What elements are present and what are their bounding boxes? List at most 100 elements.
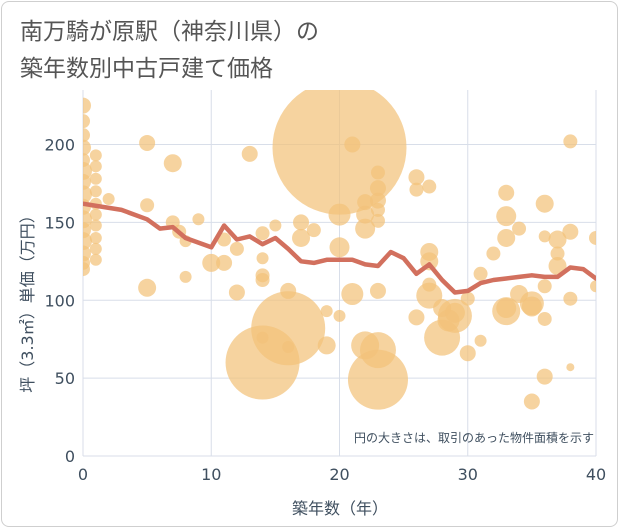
bubble-point: [356, 205, 375, 224]
bubble-point: [102, 193, 115, 206]
bubble-point: [548, 230, 567, 249]
bubble-point: [83, 262, 90, 277]
bubble-point: [538, 230, 551, 243]
bubble-point: [138, 278, 157, 297]
x-tick-label: 40: [586, 465, 606, 484]
bubble-point: [341, 283, 364, 306]
bubble-point: [292, 228, 311, 247]
bubble-point: [217, 232, 232, 247]
bubble-point: [140, 198, 155, 213]
y-tick-label: 0: [65, 447, 75, 466]
bubble-point: [272, 90, 407, 215]
bubble-point: [89, 242, 102, 255]
bubble-point: [537, 279, 552, 294]
bubble-point: [473, 266, 488, 281]
x-tick-label: 0: [78, 465, 88, 484]
bubble-point: [370, 213, 385, 228]
x-tick-label: 30: [458, 465, 478, 484]
bubble-point: [422, 179, 437, 194]
bubble-point: [89, 160, 102, 173]
bubble-point: [566, 363, 575, 372]
bubble-point: [89, 149, 102, 162]
bubble-point: [255, 273, 270, 288]
bubble-point: [550, 246, 565, 261]
bubble-point: [496, 298, 517, 319]
bubble-point: [370, 165, 385, 180]
bubble-point: [408, 169, 425, 186]
bubble-point: [562, 223, 579, 240]
bubble-point: [83, 153, 90, 168]
x-tick-label: 10: [201, 465, 221, 484]
bubble-point: [409, 182, 424, 197]
bubble-point: [369, 180, 386, 197]
bubble-point: [89, 185, 102, 198]
bubble-point: [563, 291, 578, 306]
bubble-point: [589, 230, 596, 245]
bubble-point: [369, 282, 386, 299]
chart-title-line-1: 南万騎が原駅（神奈川県）の: [20, 19, 319, 45]
y-tick-label: 150: [44, 213, 75, 232]
bubble-point: [422, 277, 437, 292]
bubble-point: [280, 282, 297, 299]
bubble-point: [216, 254, 233, 271]
bubble-point: [255, 226, 270, 241]
bubble-point: [83, 185, 92, 204]
y-tick-label: 50: [55, 369, 75, 388]
bubble-point: [459, 345, 476, 362]
bubble-point: [563, 134, 578, 149]
bubble-point: [537, 311, 552, 326]
bubble-point: [474, 334, 487, 347]
bubble-point: [510, 285, 529, 304]
bubble-point: [328, 203, 351, 226]
bubble-point: [163, 154, 182, 173]
bubble-point: [256, 252, 269, 265]
bubble-point: [83, 97, 91, 114]
bubble-point: [256, 331, 269, 344]
bubble-point: [497, 228, 516, 247]
x-axis-title: 築年数（年）: [292, 499, 388, 518]
bubble-point: [251, 291, 326, 366]
bubble-point: [408, 309, 425, 326]
bubble-point: [370, 202, 385, 217]
bubble-point: [317, 336, 336, 355]
bubble-point: [89, 172, 102, 185]
bubble-point: [590, 280, 596, 293]
bubble-point: [460, 291, 475, 306]
bubble-point: [320, 305, 333, 318]
bubble-series: [83, 90, 596, 410]
y-tick-label: 100: [44, 291, 75, 310]
bubble-point: [548, 256, 567, 275]
bubble-point: [433, 299, 452, 318]
bubble-point: [89, 231, 102, 244]
bubble-point: [521, 296, 542, 317]
bubble-point: [357, 194, 374, 211]
x-axis-ticks: 0 10 20 30 40: [78, 465, 606, 484]
bubble-point: [192, 213, 205, 226]
bubble-point: [139, 134, 156, 151]
bubble-point: [83, 222, 91, 239]
bubble-point: [83, 128, 90, 143]
bubble-point: [355, 218, 376, 239]
bubble-size-note: 円の大きさは、取引のあった物件面積を示す: [354, 430, 594, 445]
bubble-point: [229, 241, 244, 256]
bubble-point: [486, 246, 501, 261]
bubble-point: [329, 237, 350, 258]
bubble-point: [83, 139, 91, 156]
bubble-point: [89, 253, 102, 266]
bubble-point: [293, 214, 310, 231]
bubble-point: [228, 284, 245, 301]
bubble-point: [89, 219, 102, 232]
bubble-point: [83, 173, 91, 190]
bubble-point: [496, 206, 517, 227]
average-price-line: [83, 201, 596, 295]
bubble-point: [333, 309, 346, 322]
bubble-point: [535, 194, 554, 213]
y-tick-label: 200: [44, 136, 75, 155]
average-line-series: [83, 201, 596, 295]
bubble-point: [344, 136, 361, 153]
bubble-point: [269, 219, 282, 232]
chart-title-line-2: 築年数別中古戸建て価格: [20, 56, 273, 82]
bubble-point: [282, 340, 295, 353]
bubble-point: [347, 349, 408, 410]
